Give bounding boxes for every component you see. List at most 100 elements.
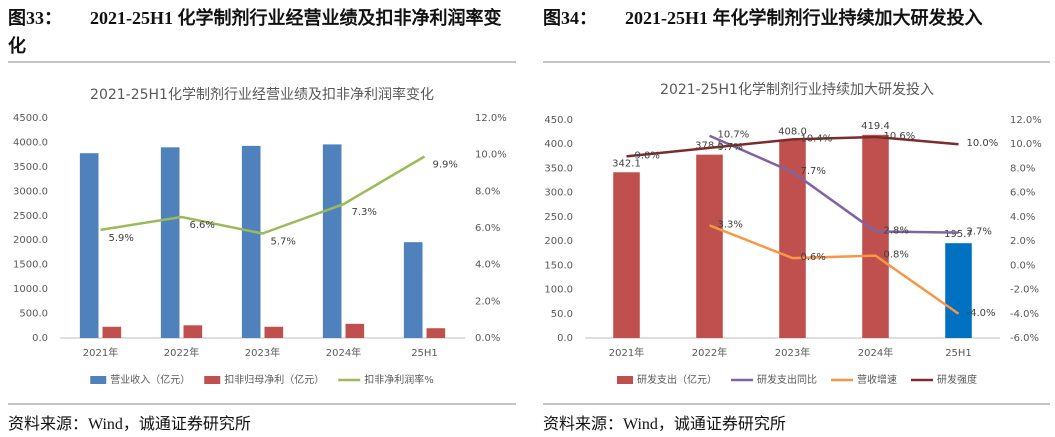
y-tick-label: 500.0	[19, 309, 48, 320]
y-tick-label: 0.0	[32, 333, 48, 344]
legend: 研发支出（亿元） 研发支出同比 营收增速 研发强度	[617, 373, 977, 386]
y-tick-label: 400.0	[544, 139, 573, 150]
bar	[241, 145, 261, 338]
line-label: 10.4%	[801, 133, 833, 144]
legend-label: 营业收入（亿元）	[110, 373, 190, 386]
line-label: 7.3%	[352, 207, 377, 218]
y2-tick-label: 8.0%	[475, 186, 500, 197]
y-tick-label: 350.0	[544, 163, 573, 174]
line	[709, 224, 960, 315]
bar-label: 408.0	[778, 126, 807, 137]
y-tick-label: 2000.0	[13, 235, 48, 246]
y-tick-label: 100.0	[544, 285, 573, 296]
figure-title: 2021-25H1 年化学制剂行业持续加大研发投入	[625, 8, 983, 28]
bar	[696, 154, 723, 338]
legend-swatch	[617, 376, 633, 384]
y2-tick-label: 4.0%	[1010, 212, 1035, 223]
legend-swatch	[90, 376, 107, 384]
y2-tick-label: 10.0%	[1010, 139, 1042, 150]
line-label: 0.8%	[884, 250, 909, 261]
line	[100, 155, 426, 235]
x-tick-label: 2023年	[245, 346, 280, 359]
y2-tick-label: -6.0%	[1010, 333, 1039, 344]
y-tick-label: 4000.0	[13, 137, 48, 148]
y2-tick-label: 8.0%	[1010, 163, 1035, 174]
legend-label: 营收增速	[857, 373, 897, 386]
bar	[322, 144, 342, 338]
legend-label: 扣非归母净利（亿元）	[224, 373, 324, 386]
figure-heading: 图34： 2021-25H1 年化学制剂行业持续加大研发投入	[543, 4, 1053, 32]
y2-tick-label: -2.0%	[1010, 285, 1039, 296]
y-tick-label: 50.0	[551, 309, 573, 320]
legend-label: 研发支出（亿元）	[637, 373, 717, 386]
bar-label: 342.1	[612, 158, 641, 169]
y2-tick-label: -4.0%	[1010, 309, 1039, 320]
line-label: 0.6%	[801, 252, 826, 263]
figure-label: 图33：	[8, 8, 62, 28]
y2-tick-label: 2.0%	[1010, 236, 1035, 247]
bar	[79, 153, 99, 338]
line-label: 2.8%	[884, 225, 909, 236]
line-label: -4.0%	[967, 308, 996, 319]
y-tick-label: 150.0	[544, 260, 573, 271]
bar-label: 378.5	[695, 141, 724, 152]
bar	[160, 147, 180, 338]
line	[708, 134, 959, 234]
y-tick-label: 0.0	[557, 333, 573, 344]
line-label: 9.9%	[433, 160, 458, 171]
x-tick-label: 2023年	[775, 346, 810, 359]
bar	[183, 325, 203, 338]
legend-label: 研发支出同比	[757, 373, 817, 386]
y-tick-label: 3500.0	[13, 162, 48, 173]
bar	[862, 134, 889, 338]
bar	[426, 328, 446, 338]
x-tick-label: 2022年	[692, 346, 727, 359]
y-tick-label: 300.0	[544, 188, 573, 199]
chart-title: 2021-25H1化学制剂行业经营业绩及扣非净利润率变化	[90, 86, 434, 103]
legend: 营业收入（亿元） 扣非归母净利（亿元） 扣非净利润率%	[90, 373, 434, 386]
x-tick-label: 2021年	[609, 346, 644, 359]
y2-tick-label: 0.0%	[1010, 260, 1035, 271]
line	[626, 135, 959, 158]
y2-tick-label: 6.0%	[1010, 188, 1035, 199]
y-tick-label: 250.0	[544, 212, 573, 223]
y2-tick-label: 4.0%	[475, 260, 500, 271]
line-label: 2.7%	[967, 227, 992, 238]
bar-label: 419.4	[861, 121, 890, 132]
line-label: 9.7%	[718, 142, 743, 153]
bar	[613, 172, 640, 338]
y2-tick-label: 0.0%	[475, 333, 500, 344]
line-label: 5.9%	[109, 233, 134, 244]
bar	[102, 326, 122, 338]
y-tick-label: 4500.0	[13, 113, 48, 124]
y2-tick-label: 2.0%	[475, 296, 500, 307]
line-label: 9.0%	[635, 150, 660, 161]
line-label: 7.7%	[801, 166, 826, 177]
y-tick-label: 2500.0	[13, 211, 48, 222]
line-label: 10.0%	[967, 138, 999, 149]
source: 资料来源：Wind，诚通证券研究所	[8, 416, 251, 433]
y-tick-label: 1500.0	[13, 260, 48, 271]
x-tick-label: 2024年	[326, 346, 361, 359]
bar	[345, 323, 365, 338]
line-label: 5.7%	[271, 237, 296, 248]
bar	[264, 326, 284, 338]
y-tick-label: 1000.0	[13, 284, 48, 295]
line-label: 10.7%	[718, 130, 750, 141]
y2-tick-label: 6.0%	[475, 223, 500, 234]
line-label: 6.6%	[190, 220, 215, 231]
y-tick-label: 3000.0	[13, 186, 48, 197]
x-tick-label: 25H1	[945, 348, 972, 359]
y2-tick-label: 10.0%	[475, 150, 507, 161]
x-tick-label: 2024年	[858, 346, 893, 359]
legend-label: 扣非净利润率%	[364, 373, 434, 386]
bar	[945, 243, 972, 338]
x-tick-label: 2021年	[83, 346, 118, 359]
figure-heading: 图33： 2021-25H1 化学制剂行业经营业绩及扣非净利润率变化	[8, 4, 513, 60]
legend-label: 研发强度	[937, 373, 977, 386]
y-tick-label: 200.0	[544, 236, 573, 247]
figure-label: 图34：	[543, 8, 597, 28]
bar-label: 195.7	[944, 229, 973, 240]
